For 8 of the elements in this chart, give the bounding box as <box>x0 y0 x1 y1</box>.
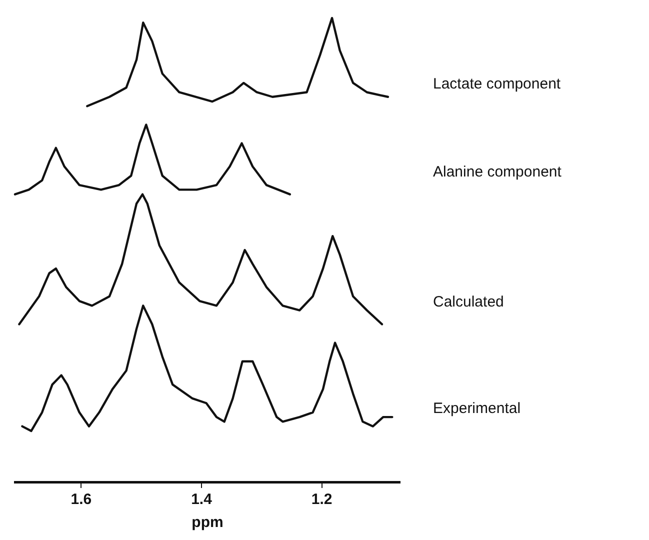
text: Lactate component <box>433 75 562 92</box>
text: Experimental <box>433 400 521 418</box>
x-tick-label: 1.4 <box>191 491 213 508</box>
text: Alanine component <box>433 163 562 180</box>
text: Calculated <box>433 293 504 310</box>
x-tick-label: 1.6 <box>70 491 92 508</box>
x-tick-label: 1.2 <box>311 491 332 508</box>
x-axis-title: ppm <box>192 514 224 532</box>
